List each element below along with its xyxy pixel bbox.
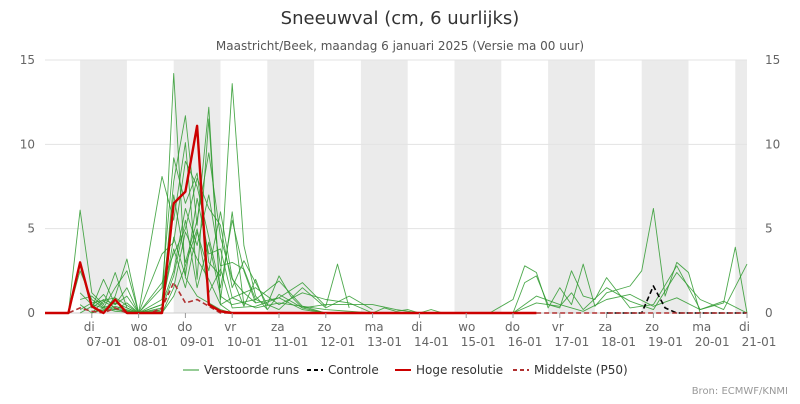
- y-tick-right-0: 0: [765, 306, 773, 320]
- y-axis: 0 0 5 5 10 10 15 15: [20, 53, 781, 320]
- x-tick-date-0: 07-01: [86, 335, 121, 349]
- x-tick-day-9: do: [505, 320, 520, 334]
- shaded-band-2: [267, 60, 315, 313]
- x-tick-day-10: vr: [552, 320, 564, 334]
- shaded-band-7: [735, 60, 747, 313]
- chart-subtitle: Maastricht/Beek, maandag 6 januari 2025 …: [216, 39, 584, 53]
- x-tick-date-1: 08-01: [133, 335, 168, 349]
- y-tick-left-15: 15: [20, 53, 35, 67]
- chart-title: Sneeuwval (cm, 6 uurlijks): [281, 8, 520, 29]
- shaded-band-4: [454, 60, 502, 313]
- x-tick-date-11: 18-01: [601, 335, 636, 349]
- shaded-band-3: [360, 60, 408, 313]
- x-tick-day-1: wo: [131, 320, 148, 334]
- x-tick-day-13: ma: [692, 320, 711, 334]
- ensemble-run-15: [512, 263, 748, 314]
- x-tick-date-3: 10-01: [227, 335, 262, 349]
- shaded-band-5: [548, 60, 595, 313]
- x-tick-day-5: zo: [318, 320, 332, 334]
- shaded-band-0: [80, 60, 127, 313]
- x-tick-date-8: 15-01: [461, 335, 496, 349]
- shaded-band-6: [641, 60, 689, 313]
- x-tick-date-12: 19-01: [648, 335, 683, 349]
- y-tick-left-10: 10: [20, 137, 35, 151]
- x-axis: di07-01wo08-01do09-01vr10-01za11-01zo12-…: [84, 313, 777, 349]
- weekend-bands: [80, 60, 747, 313]
- x-tick-date-14: 21-01: [742, 335, 777, 349]
- x-tick-day-3: vr: [224, 320, 236, 334]
- legend-label-2: Hoge resolutie: [416, 363, 503, 377]
- y-tick-left-0: 0: [27, 306, 35, 320]
- source-credit: Bron: ECMWF/KNMI: [692, 386, 788, 397]
- ensemble-run-4: [79, 160, 257, 314]
- x-tick-day-6: ma: [365, 320, 384, 334]
- x-tick-date-5: 12-01: [320, 335, 355, 349]
- ensemble-run-16: [489, 293, 748, 314]
- x-tick-date-9: 16-01: [508, 335, 543, 349]
- x-tick-date-10: 17-01: [554, 335, 589, 349]
- x-tick-day-7: di: [411, 320, 422, 334]
- x-tick-date-4: 11-01: [274, 335, 309, 349]
- x-tick-day-14: di: [739, 320, 750, 334]
- x-tick-day-2: do: [177, 320, 192, 334]
- x-tick-date-7: 14-01: [414, 335, 449, 349]
- x-tick-day-4: za: [271, 320, 285, 334]
- legend: Verstoorde runs Controle Hoge resolutie Mid…: [183, 363, 628, 377]
- y-tick-right-5: 5: [765, 222, 773, 236]
- y-tick-right-10: 10: [765, 137, 780, 151]
- legend-label-0: Verstoorde runs: [204, 363, 299, 377]
- ensemble-run-14: [512, 246, 748, 314]
- x-tick-day-12: zo: [645, 320, 659, 334]
- x-tick-day-8: wo: [458, 320, 475, 334]
- legend-label-3: Middelste (P50): [534, 363, 628, 377]
- series-hoge-resolutie: [45, 124, 537, 315]
- ensemble-run-10: [91, 219, 373, 314]
- x-tick-date-13: 20-01: [695, 335, 730, 349]
- y-tick-right-15: 15: [765, 53, 780, 67]
- x-tick-day-0: di: [84, 320, 95, 334]
- main-series: [45, 124, 747, 315]
- y-tick-left-5: 5: [27, 222, 35, 236]
- x-tick-day-11: za: [599, 320, 613, 334]
- ensemble-run-6: [79, 177, 326, 314]
- x-tick-date-6: 13-01: [367, 335, 402, 349]
- x-tick-date-2: 09-01: [180, 335, 215, 349]
- legend-label-1: Controle: [328, 363, 379, 377]
